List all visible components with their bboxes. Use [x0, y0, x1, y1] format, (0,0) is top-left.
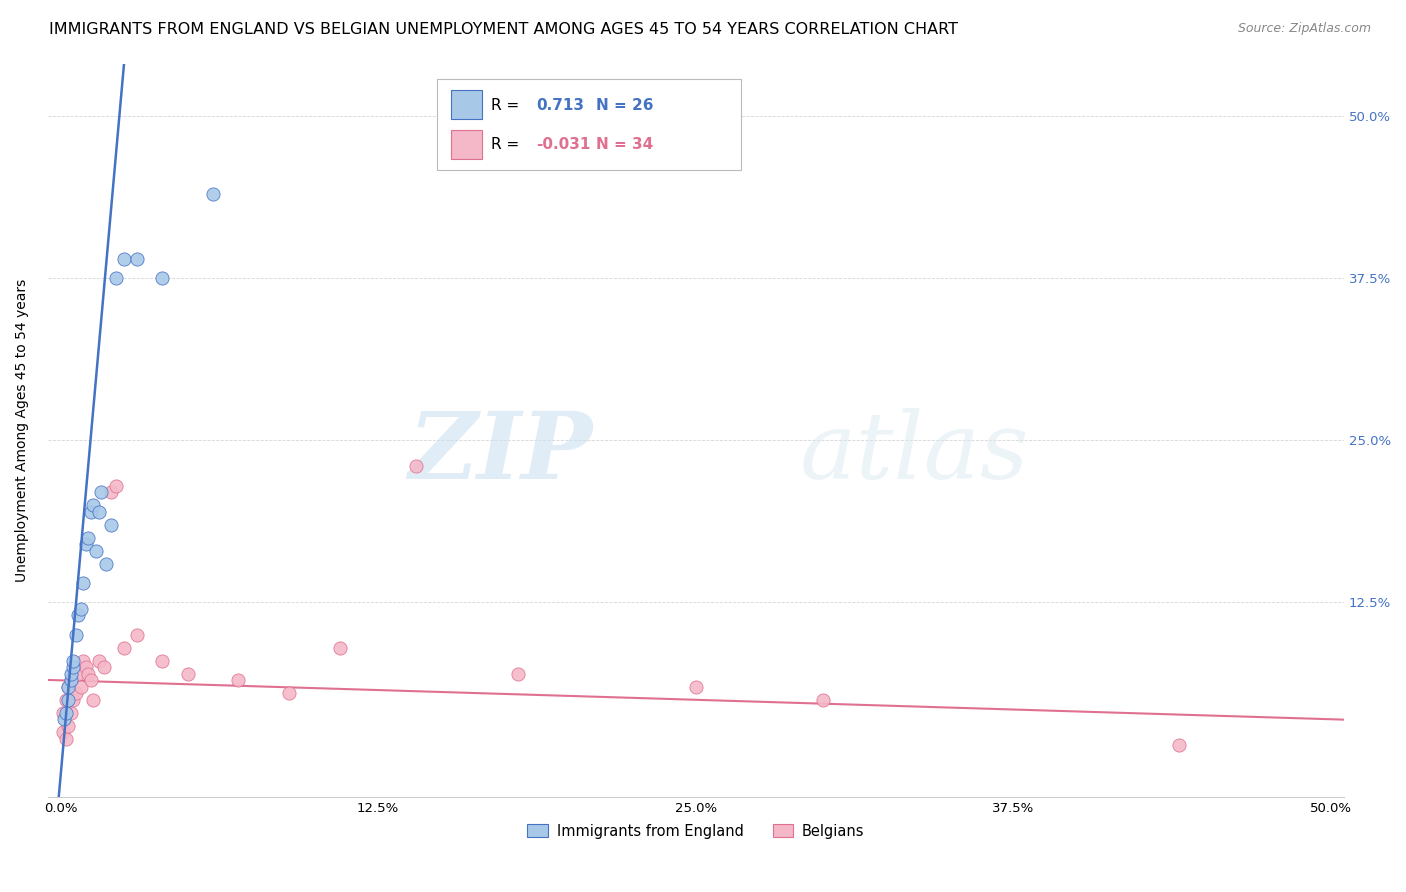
Text: 0.713: 0.713 — [537, 97, 585, 112]
Point — [96, 557, 118, 571]
Point — [112, 252, 135, 266]
Point — [56, 719, 79, 733]
Point — [62, 660, 84, 674]
Point — [93, 660, 115, 674]
Point — [55, 706, 77, 720]
Point — [100, 517, 122, 532]
Point — [87, 505, 110, 519]
Point — [84, 543, 107, 558]
Point — [59, 666, 82, 681]
Point — [75, 537, 97, 551]
Point — [62, 693, 84, 707]
Point — [150, 271, 173, 285]
Point — [228, 673, 250, 688]
Point — [1167, 738, 1189, 752]
FancyBboxPatch shape — [437, 78, 741, 170]
Point — [329, 640, 352, 655]
Point — [811, 693, 834, 707]
Point — [67, 608, 90, 623]
Point — [112, 640, 135, 655]
Point — [56, 693, 79, 707]
FancyBboxPatch shape — [451, 129, 482, 159]
Point — [69, 680, 91, 694]
Point — [82, 498, 104, 512]
Point — [62, 654, 84, 668]
Point — [80, 673, 103, 688]
Point — [100, 485, 122, 500]
Text: Source: ZipAtlas.com: Source: ZipAtlas.com — [1237, 22, 1371, 36]
Text: ZIP: ZIP — [408, 408, 592, 498]
Point — [125, 628, 148, 642]
Point — [65, 628, 87, 642]
Point — [506, 666, 529, 681]
Point — [55, 693, 77, 707]
Point — [150, 654, 173, 668]
Point — [105, 479, 128, 493]
Point — [90, 485, 112, 500]
Text: N = 34: N = 34 — [596, 137, 654, 153]
Text: N = 26: N = 26 — [596, 97, 654, 112]
Point — [59, 706, 82, 720]
Point — [77, 666, 100, 681]
Point — [685, 680, 707, 694]
Point — [56, 680, 79, 694]
Point — [52, 706, 75, 720]
Point — [56, 680, 79, 694]
Point — [278, 686, 301, 700]
Point — [72, 576, 94, 591]
Point — [59, 673, 82, 688]
Point — [77, 531, 100, 545]
Point — [67, 666, 90, 681]
Legend: Immigrants from England, Belgians: Immigrants from England, Belgians — [522, 818, 870, 845]
Y-axis label: Unemployment Among Ages 45 to 54 years: Unemployment Among Ages 45 to 54 years — [15, 279, 30, 582]
Point — [176, 666, 198, 681]
Text: atlas: atlas — [800, 408, 1029, 498]
Point — [65, 686, 87, 700]
Text: IMMIGRANTS FROM ENGLAND VS BELGIAN UNEMPLOYMENT AMONG AGES 45 TO 54 YEARS CORREL: IMMIGRANTS FROM ENGLAND VS BELGIAN UNEMP… — [49, 22, 959, 37]
Point — [125, 252, 148, 266]
Point — [72, 654, 94, 668]
Point — [201, 186, 224, 201]
Point — [53, 712, 76, 726]
Point — [59, 673, 82, 688]
Point — [65, 666, 87, 681]
Point — [55, 731, 77, 746]
Point — [87, 654, 110, 668]
Point — [82, 693, 104, 707]
Point — [69, 602, 91, 616]
Point — [405, 459, 427, 474]
FancyBboxPatch shape — [451, 90, 482, 120]
Point — [80, 505, 103, 519]
Text: R =: R = — [491, 137, 524, 153]
Text: R =: R = — [491, 97, 524, 112]
Point — [105, 271, 128, 285]
Point — [75, 660, 97, 674]
Point — [52, 725, 75, 739]
Text: -0.031: -0.031 — [537, 137, 591, 153]
